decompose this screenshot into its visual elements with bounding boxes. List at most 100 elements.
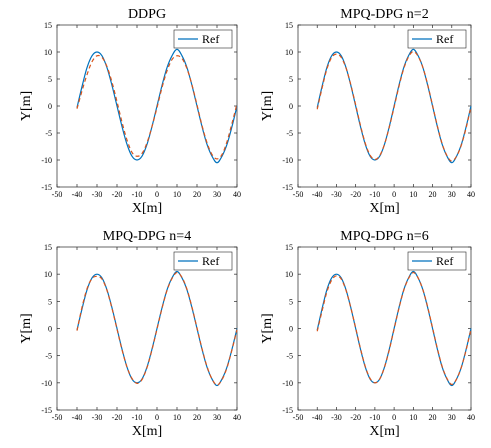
y-tick-label: -10 <box>41 156 52 165</box>
y-axis-label: Y[m] <box>260 91 275 121</box>
x-tick-label: 20 <box>429 190 437 199</box>
y-tick-label: 15 <box>44 243 52 252</box>
x-tick-label: -20 <box>350 190 361 199</box>
reference-line <box>316 270 472 387</box>
chart-panel-4: MPQ-DPG n=6-50 -40 -30 -20 -10 0 10 20 30 40-15-1… <box>260 229 475 439</box>
x-tick-label: -20 <box>112 190 123 199</box>
x-tick-label: -20 <box>112 413 123 422</box>
y-tick-label: 10 <box>285 270 293 279</box>
legend-label: Ref <box>202 32 219 46</box>
legend-box <box>173 251 233 271</box>
y-tick-label: 0 <box>289 325 293 334</box>
x-axis-label: X[m] <box>132 201 162 216</box>
y-tick-label: -5 <box>286 352 293 361</box>
chart-title: MPQ-DPG n=6 <box>340 229 428 244</box>
x-tick-label: -50 <box>293 413 304 422</box>
y-axis-label: Y[m] <box>260 313 275 343</box>
x-tick-label: 10 <box>173 190 181 199</box>
y-tick-label: 10 <box>285 48 293 57</box>
tracked-path-line <box>76 271 238 386</box>
chart-title: MPQ-DPG n=2 <box>340 7 428 22</box>
x-tick-label: -30 <box>331 413 342 422</box>
y-tick-label: 5 <box>289 75 293 84</box>
x-tick-label: 40 <box>467 413 475 422</box>
legend-box <box>407 29 467 49</box>
y-tick-label: -5 <box>286 129 293 138</box>
y-tick-label: 0 <box>48 102 52 111</box>
y-tick-label: -10 <box>282 156 293 165</box>
x-tick-label: -40 <box>312 190 323 199</box>
x-tick-label: -40 <box>72 190 83 199</box>
legend-label: Ref <box>436 32 453 46</box>
x-tick-label: 40 <box>233 190 241 199</box>
x-tick-label: 40 <box>233 413 241 422</box>
plot-frame <box>297 246 472 411</box>
x-tick-label: 0 <box>155 413 159 422</box>
legend: Ref <box>407 29 467 49</box>
x-tick-label: -10 <box>370 413 381 422</box>
x-tick-label: 30 <box>448 413 456 422</box>
y-tick-label: 10 <box>44 270 52 279</box>
x-tick-label: 10 <box>409 413 417 422</box>
y-tick-label: 15 <box>285 21 293 30</box>
y-tick-label: 5 <box>48 75 52 84</box>
legend-label: Ref <box>202 254 219 268</box>
chart-title: MPQ-DPG n=4 <box>103 229 191 244</box>
x-tick-label: -40 <box>312 413 323 422</box>
y-tick-label: 5 <box>289 297 293 306</box>
plot-frame <box>297 24 472 188</box>
y-tick-label: 10 <box>44 48 52 57</box>
x-tick-label: 30 <box>213 190 221 199</box>
plot-frame <box>56 24 238 188</box>
x-tick-label: -50 <box>52 190 63 199</box>
x-tick-label: 30 <box>213 413 221 422</box>
x-tick-label: -30 <box>331 190 342 199</box>
x-tick-label: -10 <box>132 413 143 422</box>
y-axis-label: Y[m] <box>19 313 34 343</box>
y-tick-label: 15 <box>44 21 52 30</box>
x-tick-label: 0 <box>392 413 396 422</box>
plot-frame <box>56 246 238 411</box>
x-tick-label: 0 <box>155 190 159 199</box>
reference-line <box>76 270 238 387</box>
x-tick-label: -40 <box>72 413 83 422</box>
y-tick-label: -15 <box>41 406 52 415</box>
chart-panel-1: DDPG-50 -40 -30 -20 -10 0 10 20 30 40-15-10-50510… <box>19 7 241 216</box>
legend: Ref <box>407 251 467 271</box>
y-tick-label: 0 <box>48 325 52 334</box>
tracked-path-line <box>76 54 238 160</box>
x-tick-label: 10 <box>409 190 417 199</box>
x-axis-label: X[m] <box>132 424 162 439</box>
chart-panel-3: MPQ-DPG n=4 -50 -40 -30 -20 -10 0 10 20 30 40 -15 -1… <box>19 229 241 439</box>
x-tick-label: -50 <box>52 413 63 422</box>
x-tick-label: -20 <box>350 413 361 422</box>
y-tick-label: -15 <box>282 183 293 192</box>
x-tick-label: 20 <box>429 413 437 422</box>
legend-box <box>407 251 467 271</box>
chart-panel-2: MPQ-DPG n=2-50 -40 -30 -20 -10 0 10 20 30 40-15-1… <box>260 7 475 216</box>
y-axis-label: Y[m] <box>19 91 34 121</box>
x-tick-label: -30 <box>92 190 103 199</box>
legend: Ref <box>173 251 233 271</box>
y-tick-label: -10 <box>41 379 52 388</box>
chart-title: DDPG <box>128 7 166 22</box>
legend-label: Ref <box>436 254 453 268</box>
y-tick-label: -15 <box>41 183 52 192</box>
y-tick-label: -15 <box>282 406 293 415</box>
tracked-path-line <box>316 271 472 386</box>
y-tick-label: 5 <box>48 297 52 306</box>
x-axis-label: X[m] <box>369 201 399 216</box>
x-tick-label: 20 <box>193 190 201 199</box>
x-tick-label: 20 <box>193 413 201 422</box>
x-tick-label: 30 <box>448 190 456 199</box>
legend: Ref <box>173 29 233 49</box>
x-tick-label: 0 <box>392 190 396 199</box>
tracked-path-line <box>316 50 472 162</box>
x-axis-label: X[m] <box>369 424 399 439</box>
x-tick-label: -50 <box>293 190 304 199</box>
x-tick-label: -30 <box>92 413 103 422</box>
y-tick-label: -10 <box>282 379 293 388</box>
y-tick-label: -5 <box>45 129 52 138</box>
